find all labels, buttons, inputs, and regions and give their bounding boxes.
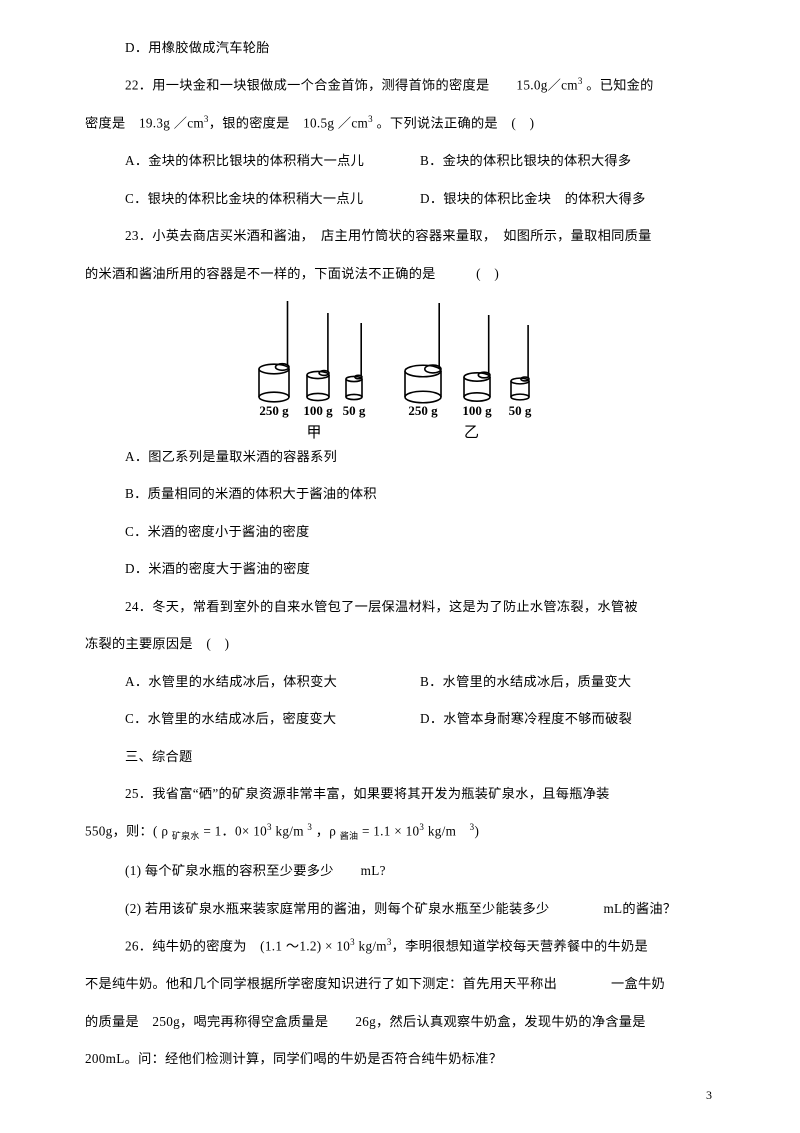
q25-s2d: ，ρ: [312, 824, 340, 839]
svg-text:50 g: 50 g: [509, 403, 532, 418]
q25-s2b: = 1．0× 10: [200, 824, 267, 839]
q23-stem-line2: 的米酒和酱油所用的容器是不一样的，下面说法不正确的是 ( ): [85, 264, 715, 284]
q23-option-a: A．图乙系列是量取米酒的容器系列: [85, 447, 715, 467]
q22-option-c: C．银块的体积比金块的体积稍大一点儿: [125, 189, 420, 209]
q23-option-d: D．米酒的密度大于酱油的密度: [85, 559, 715, 579]
q25-part1: (1) 每个矿泉水瓶的容积至少要多少 mL?: [85, 861, 715, 881]
q26-stem-line2: 不是纯牛奶。他和几个同学根据所学密度知识进行了如下测定：首先用天平称出 一盒牛奶: [85, 974, 715, 994]
q26-s1a: 26．纯牛奶的密度为 (1.1 ～1.2) × 10: [125, 939, 350, 954]
svg-text:50 g: 50 g: [343, 403, 366, 418]
q22-option-d: D．银块的体积比金块 的体积大得多: [420, 189, 715, 209]
q25-sub1: 矿泉水: [172, 832, 200, 842]
q25-part2: (2) 若用该矿泉水瓶来装家庭常用的酱油，则每个矿泉水瓶至少能装多少 mL的酱油…: [85, 899, 715, 919]
cylinders-svg: 250 g 100 g 50 g 250 g 100 g 50 g 甲 乙: [240, 301, 560, 441]
svg-text:乙: 乙: [464, 425, 479, 441]
q25-sub2: 酱油: [340, 832, 359, 842]
q22-stem-line2: 密度是 19.3g ／cm3，银的密度是 10.5g ／cm3 。下列说法正确的…: [85, 113, 715, 134]
page-number: 3: [706, 1088, 712, 1103]
q26-s1b: kg/m: [355, 939, 387, 954]
q24-option-d: D．水管本身耐寒冷程度不够而破裂: [420, 709, 715, 729]
q24-stem-line2: 冻裂的主要原因是 ( ): [85, 634, 715, 654]
svg-text:100 g: 100 g: [303, 403, 333, 418]
q26-s1c: ，李明很想知道学校每天营养餐中的牛奶是: [392, 939, 648, 954]
q23-option-c: C．米酒的密度小于酱油的密度: [85, 522, 715, 542]
q22-stem2c: 。下列说法正确的是 ( ): [373, 116, 534, 131]
q25-stem-line2: 550g，则：( ρ 矿泉水 = 1．0× 103 kg/m 3 ，ρ 酱油 =…: [85, 821, 715, 844]
q22-stem2b: ，银的密度是 10.5g ／cm: [209, 116, 368, 131]
q25-s2f: kg/m: [424, 824, 469, 839]
q22-stem1-text: 22．用一块金和一块银做成一个合金首饰，测得首饰的密度是 15.0g／cm: [125, 78, 578, 93]
q23-stem-line1: 23．小英去商店买米酒和酱油， 店主用竹筒状的容器来量取， 如图所示，量取相同质…: [85, 226, 715, 246]
q26-stem-line3: 的质量是 250g，喝完再称得空盒质量是 26g，然后认真观察牛奶盒，发现牛奶的…: [85, 1012, 715, 1032]
q22-options-row2: C．银块的体积比金块的体积稍大一点儿 D．银块的体积比金块 的体积大得多: [85, 189, 715, 209]
q25-s2a: 550g，则：( ρ: [85, 824, 172, 839]
section-3-heading: 三、综合题: [85, 747, 715, 767]
q25-stem-line1: 25．我省富“硒”的矿泉资源非常丰富，如果要将其开发为瓶装矿泉水，且每瓶净装: [85, 784, 715, 804]
q21-option-d: D．用橡胶做成汽车轮胎: [85, 38, 715, 58]
q22-options-row1: A．金块的体积比银块的体积稍大一点儿 B．金块的体积比银块的体积大得多: [85, 151, 715, 171]
q24-option-c: C．水管里的水结成冰后，密度变大: [125, 709, 420, 729]
q22-stem-line1: 22．用一块金和一块银做成一个合金首饰，测得首饰的密度是 15.0g／cm3 。…: [85, 75, 715, 96]
q25-s2g: ): [474, 824, 479, 839]
q24-option-a: A．水管里的水结成冰后，体积变大: [125, 672, 420, 692]
svg-text:甲: 甲: [306, 425, 321, 441]
svg-text:250 g: 250 g: [408, 403, 438, 418]
q25-s2e: = 1.1 × 10: [358, 824, 419, 839]
q23-diagram: 250 g 100 g 50 g 250 g 100 g 50 g 甲 乙: [85, 301, 715, 441]
q24-options-row1: A．水管里的水结成冰后，体积变大 B．水管里的水结成冰后，质量变大: [85, 672, 715, 692]
q24-stem-line1: 24．冬天，常看到室外的自来水管包了一层保温材料，这是为了防止水管冻裂，水管被: [85, 597, 715, 617]
q25-s2c: kg/m: [272, 824, 308, 839]
q22-stem2a: 密度是 19.3g ／cm: [85, 116, 204, 131]
q26-stem-line1: 26．纯牛奶的密度为 (1.1 ～1.2) × 103 kg/m3，李明很想知道…: [85, 936, 715, 957]
q24-options-row2: C．水管里的水结成冰后，密度变大 D．水管本身耐寒冷程度不够而破裂: [85, 709, 715, 729]
q23-option-b: B．质量相同的米酒的体积大于酱油的体积: [85, 484, 715, 504]
svg-text:250 g: 250 g: [259, 403, 289, 418]
q22-option-b: B．金块的体积比银块的体积大得多: [420, 151, 715, 171]
svg-text:100 g: 100 g: [462, 403, 492, 418]
q22-stem1-tail: 。已知金的: [583, 78, 654, 93]
q22-option-a: A．金块的体积比银块的体积稍大一点儿: [125, 151, 420, 171]
q24-option-b: B．水管里的水结成冰后，质量变大: [420, 672, 715, 692]
q26-stem-line4: 200mL。问：经他们检测计算，同学们喝的牛奶是否符合纯牛奶标准？: [85, 1049, 715, 1069]
